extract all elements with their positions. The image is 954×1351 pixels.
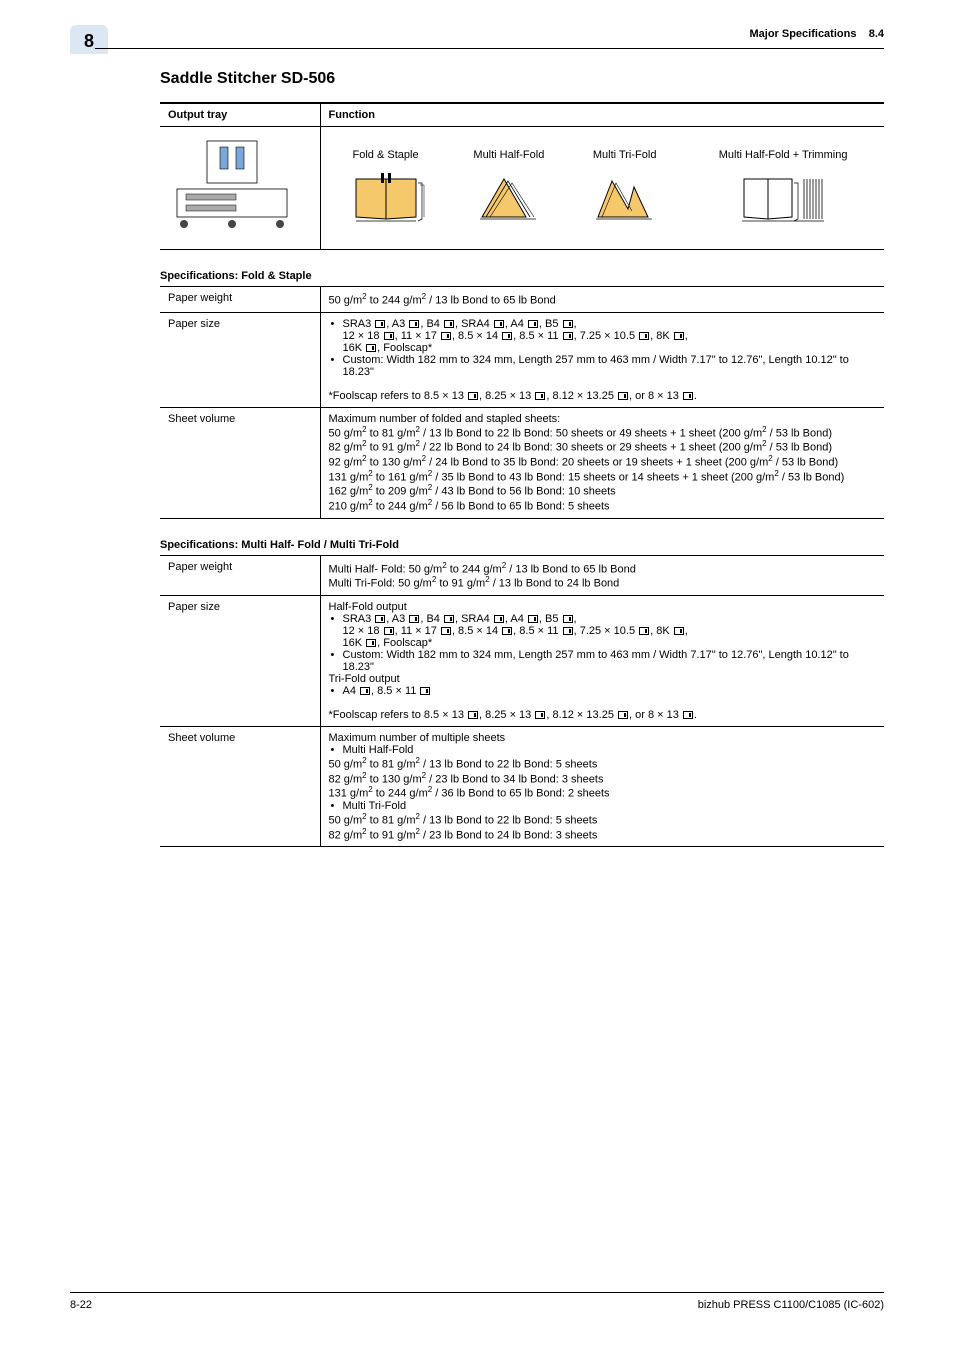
spec2-r1-label: Paper weight <box>160 555 320 595</box>
spec2-r3-label: Sheet volume <box>160 726 320 846</box>
fn-multi-half-fold: Multi Half-Fold <box>451 127 567 250</box>
fn-label: Multi Tri-Fold <box>593 149 657 161</box>
function-table: Output tray Function Fold & Staple <box>160 102 884 250</box>
page-title: Saddle Stitcher SD-506 <box>160 70 884 88</box>
fn-label: Multi Half-Fold <box>473 149 544 161</box>
spec1-r1-label: Paper weight <box>160 287 320 313</box>
spec1-r3-label: Sheet volume <box>160 407 320 518</box>
spec2-title: Specifications: Multi Half- Fold / Multi… <box>160 539 884 551</box>
footer-doc: bizhub PRESS C1100/C1085 (IC-602) <box>698 1299 884 1311</box>
spec2-r3-value: Maximum number of multiple sheets Multi … <box>320 726 884 846</box>
spec1-title: Specifications: Fold & Staple <box>160 270 884 282</box>
header-rule <box>95 48 884 49</box>
fn-fold-staple: Fold & Staple <box>320 127 451 250</box>
spec1-r3-value: Maximum number of folded and stapled she… <box>320 407 884 518</box>
fn-multi-half-fold-trimming: Multi Half-Fold + Trimming <box>682 127 884 250</box>
output-tray-diagram <box>160 127 320 250</box>
fn-label: Fold & Staple <box>353 149 419 161</box>
section-title: Major Specifications <box>749 28 856 40</box>
fn-label: Multi Half-Fold + Trimming <box>719 149 848 161</box>
section-number: 8.4 <box>869 28 884 40</box>
th-function: Function <box>320 103 884 127</box>
fn-multi-tri-fold: Multi Tri-Fold <box>567 127 682 250</box>
spec1-r1-value: 50 g/m2 to 244 g/m2 / 13 lb Bond to 65 l… <box>320 287 884 313</box>
spec2-r2-label: Paper size <box>160 595 320 726</box>
spec1-r2-value: SRA3 , A3 , B4 , SRA4 , A4 , B5 , 12 × 1… <box>320 312 884 407</box>
page-tab: 8 <box>70 25 108 54</box>
spec2-r2-value: Half-Fold output SRA3 , A3 , B4 , SRA4 ,… <box>320 595 884 726</box>
spec1-table: Paper weight 50 g/m2 to 244 g/m2 / 13 lb… <box>160 286 884 519</box>
spec2-r1-value: Multi Half- Fold: 50 g/m2 to 244 g/m2 / … <box>320 555 884 595</box>
header-section: Major Specifications 8.4 <box>749 28 884 40</box>
footer: 8-22 bizhub PRESS C1100/C1085 (IC-602) <box>70 1292 884 1311</box>
spec2-table: Paper weight Multi Half- Fold: 50 g/m2 t… <box>160 555 884 848</box>
spec1-r2-label: Paper size <box>160 312 320 407</box>
footer-page: 8-22 <box>70 1299 92 1311</box>
th-output-tray: Output tray <box>160 103 320 127</box>
